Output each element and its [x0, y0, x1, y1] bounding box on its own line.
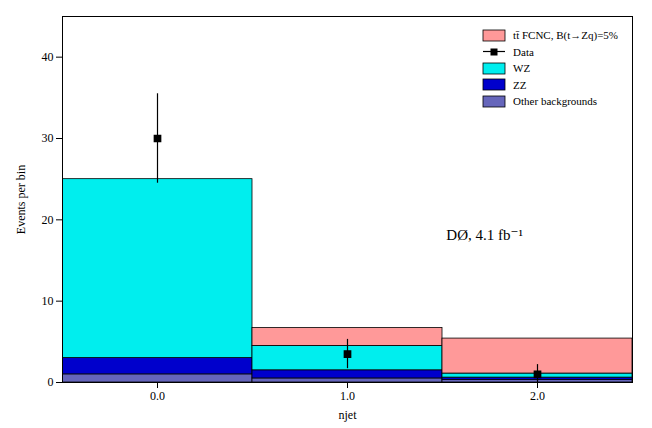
svg-text:DØ, 4.1 fb⁻¹: DØ, 4.1 fb⁻¹: [446, 227, 523, 243]
svg-text:1.0: 1.0: [340, 389, 355, 403]
svg-text:20: 20: [42, 213, 54, 227]
html-text:ZZ: ZZ: [513, 78, 527, 91]
html-text:Other backgrounds: Other backgrounds: [513, 95, 598, 107]
svg-text:10: 10: [42, 294, 54, 308]
html-text:WZ: WZ: [513, 62, 531, 74]
svg-text:0: 0: [48, 375, 54, 389]
svg-text:Events per bin: Events per bin: [14, 165, 28, 234]
svg-text:njet: njet: [339, 408, 358, 422]
svg-text:0.0: 0.0: [150, 389, 165, 403]
html-text:Data: Data: [513, 45, 534, 58]
svg-text:40: 40: [42, 50, 54, 64]
html-text:tt̄ FCNC, B(t→Zq)=5%: tt̄ FCNC, B(t→Zq)=5%: [513, 29, 618, 41]
svg-text:2.0: 2.0: [530, 389, 545, 403]
svg-text:30: 30: [42, 131, 54, 145]
